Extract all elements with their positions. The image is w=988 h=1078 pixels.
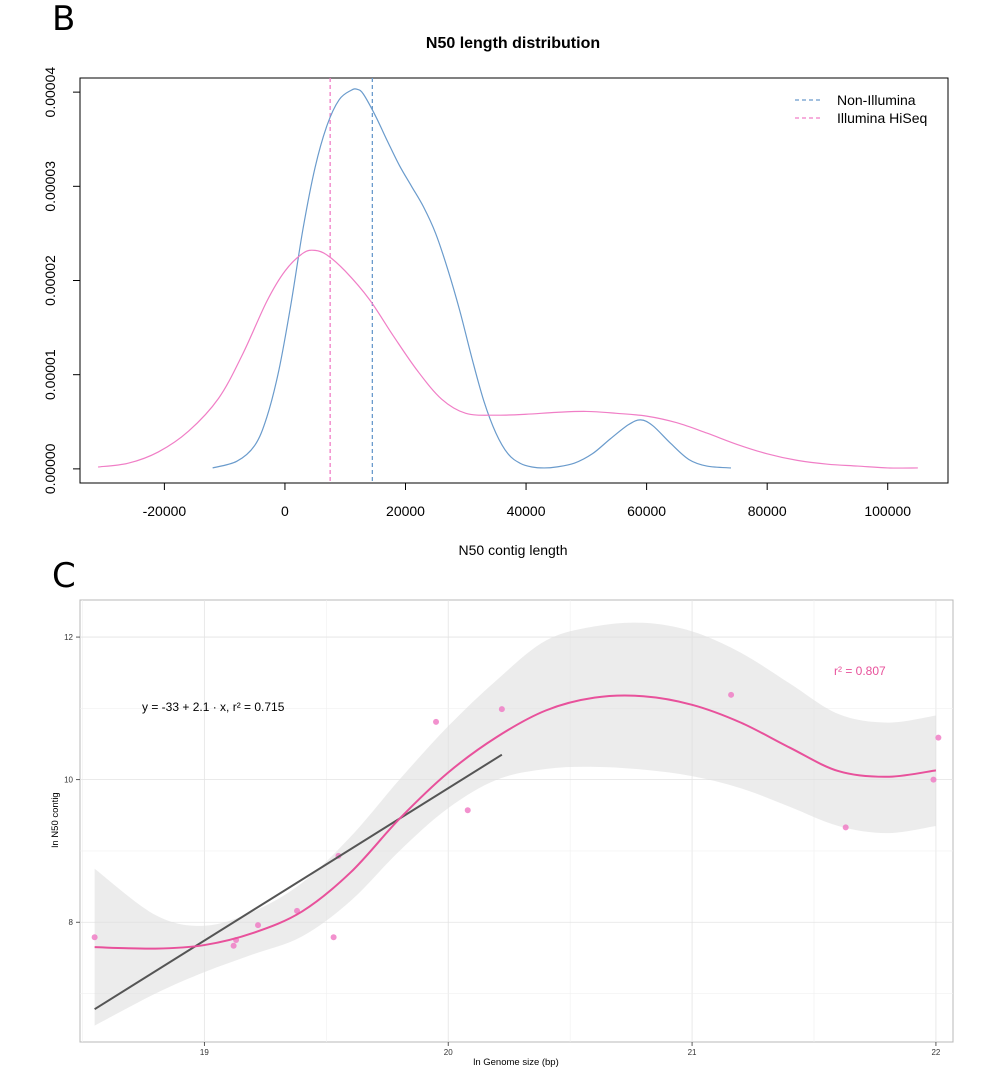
chart-b-title: N50 length distribution xyxy=(426,35,600,52)
chart-b-legend: Non-Illumina Illumina HiSeq xyxy=(795,92,927,126)
x-tick-label: 40000 xyxy=(507,503,546,519)
data-point xyxy=(330,934,337,941)
panel-letter-b: B xyxy=(52,0,75,39)
chart-b-y-axis: 0.00000 0.00001 0.00002 0.00003 0.00004 xyxy=(42,67,80,494)
y-tick-label: 10 xyxy=(64,776,73,785)
y-tick-label: 0.00004 xyxy=(42,67,58,118)
y-tick-label: 0.00002 xyxy=(42,255,58,306)
data-point xyxy=(91,934,98,941)
chart-c-fit-lines xyxy=(94,694,937,1011)
y-tick-label: 0.00003 xyxy=(42,161,58,212)
chart-c-x-label: ln Genome size (bp) xyxy=(473,1057,559,1068)
chart-c-linear-fit-label: y = -33 + 2.1 · x, r² = 0.715 xyxy=(142,700,285,714)
series-line-non-illumina xyxy=(212,88,732,469)
data-point xyxy=(930,776,937,783)
chart-b-plot-frame xyxy=(79,77,949,484)
data-point xyxy=(842,824,849,831)
x-tick-label: -20000 xyxy=(143,503,187,519)
x-tick-label: 80000 xyxy=(748,503,787,519)
x-tick-label: 20000 xyxy=(386,503,425,519)
x-tick-label: 20 xyxy=(444,1048,453,1057)
chart-b-x-axis: -20000 0 20000 40000 60000 80000 100000 xyxy=(143,482,911,519)
data-point xyxy=(433,718,440,725)
data-point xyxy=(294,907,301,914)
chart-c-y-label: ln N50 contig xyxy=(50,792,61,847)
chart-c-confidence-band xyxy=(94,622,936,1026)
y-tick-label: 8 xyxy=(69,918,74,927)
data-point xyxy=(255,922,262,929)
x-tick-label: 19 xyxy=(200,1048,209,1057)
data-point xyxy=(464,807,471,814)
y-tick-label: 0.00000 xyxy=(42,443,58,494)
chart-b-x-label: N50 contig length xyxy=(459,542,568,558)
chart-b-reference-lines xyxy=(329,78,373,483)
data-point xyxy=(728,691,735,698)
chart-c-y-axis: 8 10 12 xyxy=(64,633,80,927)
legend-label: Illumina HiSeq xyxy=(837,110,927,126)
panel-letter-c: C xyxy=(52,556,76,596)
chart-c-x-axis: 19 20 21 22 xyxy=(200,1042,941,1057)
y-tick-label: 0.00001 xyxy=(42,349,58,400)
data-point xyxy=(498,706,505,713)
x-tick-label: 22 xyxy=(931,1048,940,1057)
y-tick-label: 12 xyxy=(64,633,73,642)
x-tick-label: 100000 xyxy=(864,503,911,519)
data-point xyxy=(935,734,942,741)
x-tick-label: 60000 xyxy=(627,503,666,519)
confidence-band xyxy=(94,622,936,1026)
linear-fit-line xyxy=(94,753,503,1011)
smooth-fit-line xyxy=(94,694,937,950)
chart-b-series xyxy=(98,88,918,469)
x-tick-label: 21 xyxy=(688,1048,697,1057)
x-tick-label: 0 xyxy=(281,503,289,519)
legend-label: Non-Illumina xyxy=(837,92,916,108)
series-line-illumina-hiseq xyxy=(98,249,918,469)
data-point xyxy=(230,942,237,949)
chart-c-smooth-fit-label: r² = 0.807 xyxy=(834,664,886,678)
